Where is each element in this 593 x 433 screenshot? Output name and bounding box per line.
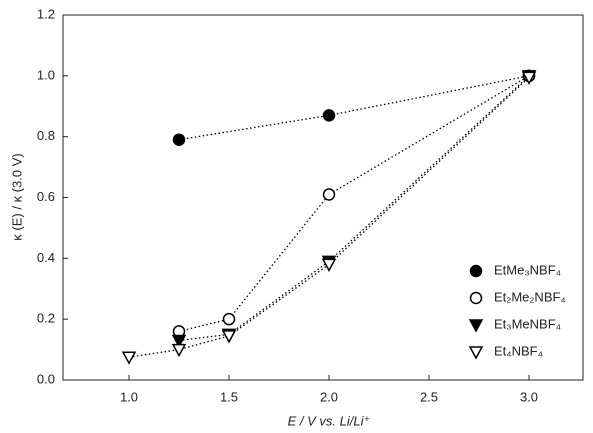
y-tick-label: 0.8 xyxy=(37,128,55,143)
y-tick-label: 1.0 xyxy=(37,67,55,82)
y-tick-label: 0.2 xyxy=(37,311,55,326)
legend-label: Et₄NBF₄ xyxy=(494,343,543,358)
legend-label: Et₂Me₂NBF₄ xyxy=(494,289,566,304)
marker xyxy=(171,343,187,358)
y-tick-label: 0.6 xyxy=(37,189,55,204)
y-tick-label: 0.4 xyxy=(37,250,55,265)
y-tick-label: 1.2 xyxy=(37,6,55,21)
marker xyxy=(322,109,336,122)
legend-marker xyxy=(468,346,484,360)
legend-marker xyxy=(469,291,483,305)
legend-marker xyxy=(468,319,484,333)
x-tick-label: 1.0 xyxy=(120,389,138,404)
marker xyxy=(121,351,137,365)
marker xyxy=(222,312,236,326)
marker xyxy=(322,188,336,201)
legend-label: Et₃MeNBF₄ xyxy=(494,316,561,331)
legend-label: EtMe₃NBF₄ xyxy=(494,262,561,277)
marker xyxy=(221,330,237,344)
x-tick-label: 2.0 xyxy=(320,389,338,404)
x-tick-label: 1.5 xyxy=(220,389,238,404)
x-tick-label: 3.0 xyxy=(520,389,538,404)
marker xyxy=(521,71,537,85)
series-line xyxy=(178,75,530,141)
x-tick-label: 2.5 xyxy=(420,389,438,404)
y-axis-label: κ (E) / κ (3.0 V) xyxy=(9,153,24,240)
x-axis-label: E / V vs. Li/Li⁺ xyxy=(288,413,371,428)
marker xyxy=(172,133,186,146)
y-tick-label: 0.0 xyxy=(37,371,55,386)
series-line xyxy=(128,76,530,358)
marker xyxy=(171,334,187,349)
series-line xyxy=(178,75,530,342)
marker xyxy=(321,258,337,272)
legend-marker xyxy=(469,264,483,278)
